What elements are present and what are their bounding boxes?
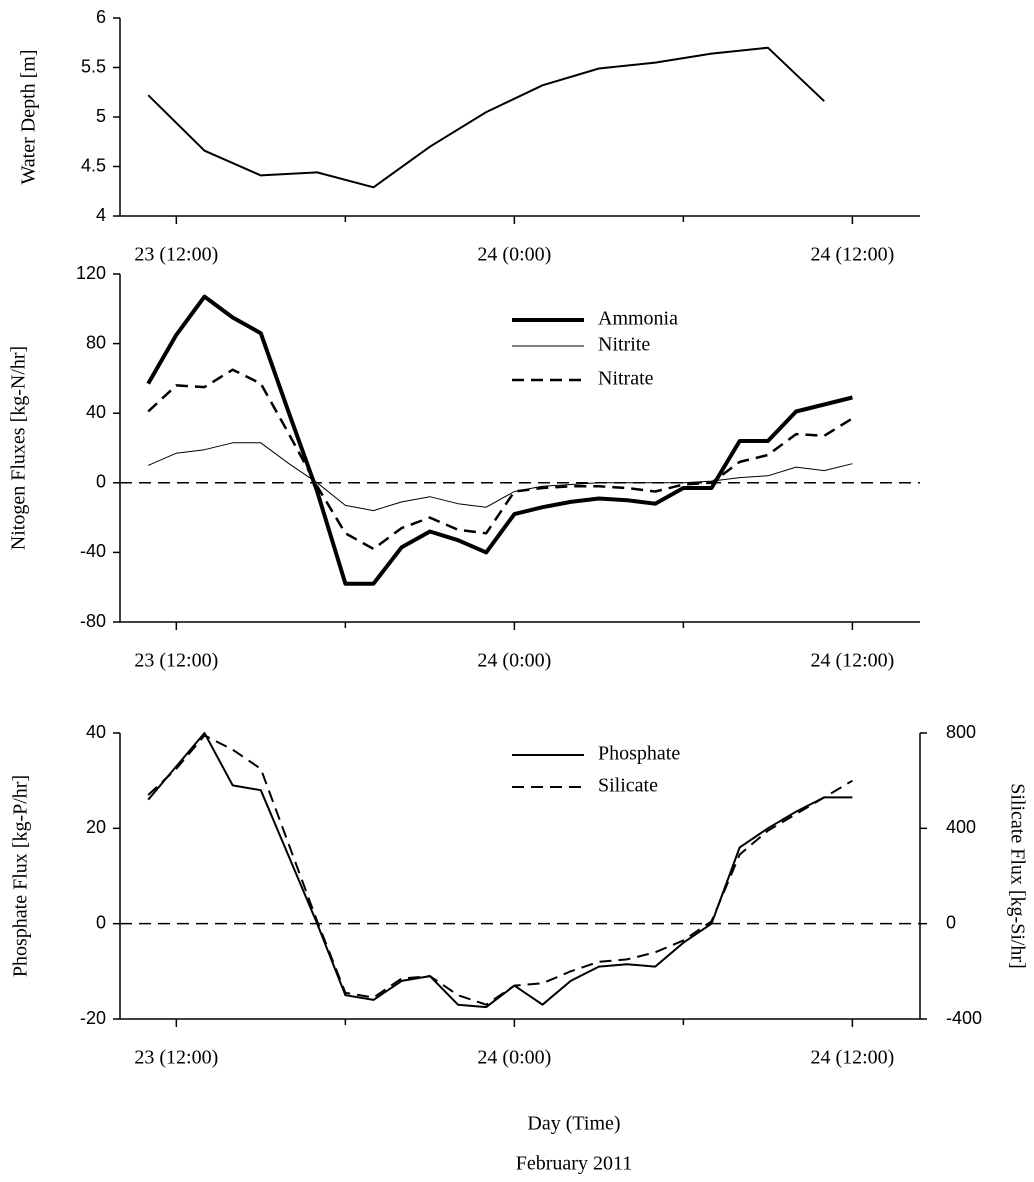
- legend-label: Ammonia: [598, 308, 678, 330]
- legend-label: Nitrate: [598, 368, 654, 390]
- y-tick-label: 120: [76, 263, 106, 283]
- y-tick-label: 80: [86, 332, 106, 352]
- x-tick-label: 24 (0:00): [477, 1047, 551, 1069]
- series-line: [147, 46, 825, 189]
- y-tick-label: 40: [86, 722, 106, 742]
- series-line: [147, 732, 853, 1009]
- x-tick-label: 24 (12:00): [810, 244, 894, 266]
- y-tick-label: 20: [86, 817, 106, 837]
- y-tick-label: 6: [96, 7, 106, 27]
- y2-tick-label: 800: [946, 722, 976, 742]
- y-tick-label: -40: [80, 541, 106, 561]
- series-line: [147, 734, 853, 1006]
- legend-label: Phosphate: [598, 743, 680, 765]
- y-tick-label: 0: [96, 472, 106, 492]
- x-tick-label: 23 (12:00): [134, 244, 218, 266]
- annotation: February 2011: [516, 1153, 632, 1175]
- series-line: [146, 294, 853, 586]
- y-axis-label: Water Depth [m]: [18, 50, 40, 185]
- y-tick-label: 5: [96, 106, 106, 126]
- x-tick-label: 23 (12:00): [134, 650, 218, 672]
- x-tick-label: 24 (12:00): [810, 1047, 894, 1069]
- legend-label: Silicate: [598, 775, 658, 797]
- series-line: [147, 368, 854, 551]
- y2-axis-label: Silicate Flux [kg-Si/hr]: [1006, 783, 1028, 969]
- y-tick-label: 4.5: [81, 155, 106, 175]
- y-tick-label: 40: [86, 402, 106, 422]
- y-tick-label: 4: [96, 205, 106, 225]
- y-tick-label: 0: [96, 912, 106, 932]
- legend-label: Nitrite: [598, 334, 650, 356]
- y-axis-label: Nitogen Fluxes [kg-N/hr]: [8, 346, 30, 550]
- series-line: [148, 442, 853, 512]
- x-tick-label: 23 (12:00): [134, 1047, 218, 1069]
- x-tick-label: 24 (0:00): [477, 650, 551, 672]
- y-tick-label: -80: [80, 611, 106, 631]
- y-axis-label: Phosphate Flux [kg-P/hr]: [10, 775, 32, 977]
- x-tick-label: 24 (12:00): [810, 650, 894, 672]
- y-tick-label: -20: [80, 1008, 106, 1028]
- y2-tick-label: 0: [946, 912, 956, 932]
- x-tick-label: 24 (0:00): [477, 244, 551, 266]
- y2-tick-label: -400: [946, 1008, 982, 1028]
- y-tick-label: 5.5: [81, 56, 106, 76]
- x-axis-label: Day (Time): [527, 1113, 620, 1135]
- y2-tick-label: 400: [946, 817, 976, 837]
